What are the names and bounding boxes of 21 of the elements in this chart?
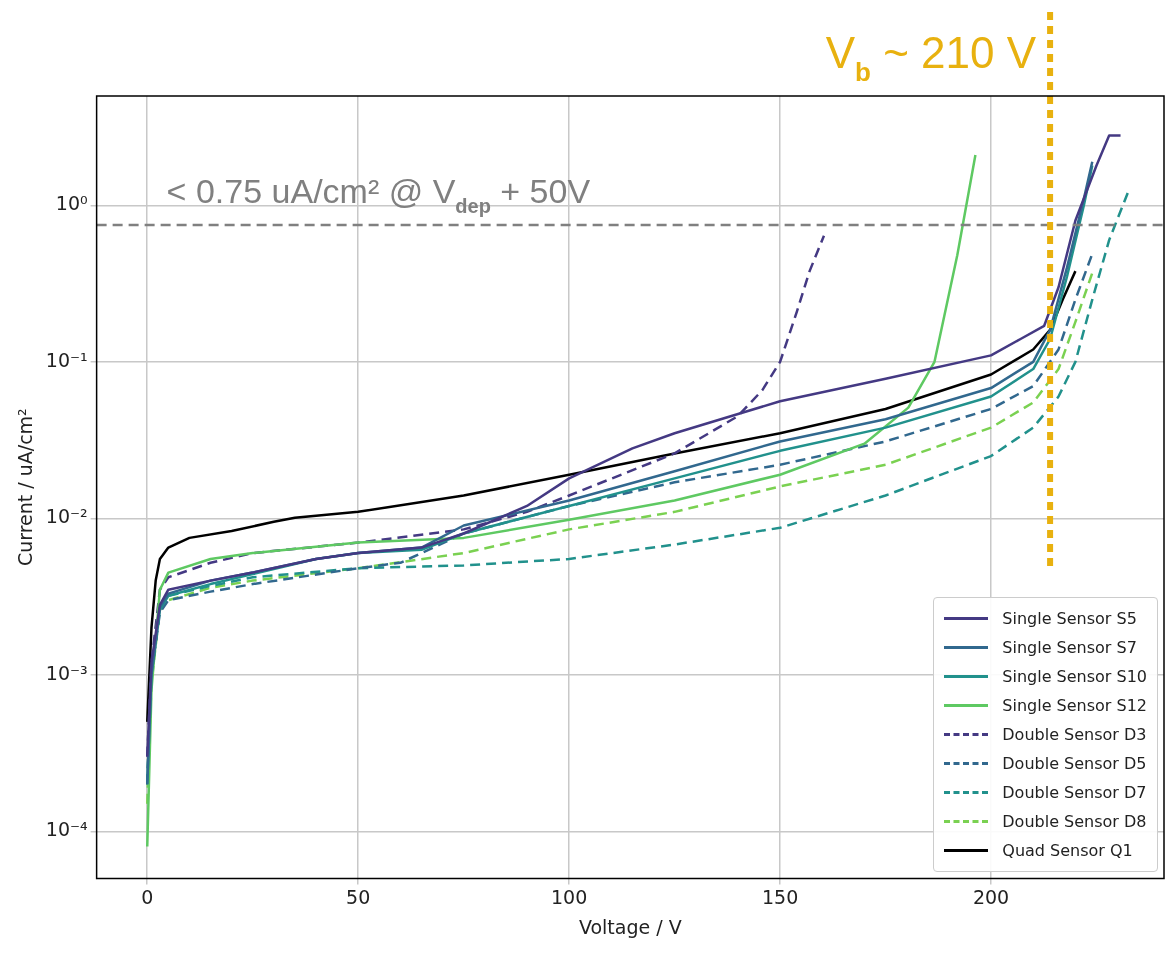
- x-axis-title: Voltage / V: [578, 915, 682, 938]
- legend-label: Single Sensor S7: [1002, 638, 1137, 658]
- legend-label: Double Sensor D5: [1002, 754, 1147, 774]
- y-tick-label: 10⁰: [55, 192, 88, 215]
- legend-label: Single Sensor S10: [1002, 667, 1147, 687]
- legend-label: Single Sensor S12: [1002, 696, 1147, 716]
- legend-label: Double Sensor D8: [1002, 812, 1147, 832]
- y-tick-label: 10⁻³: [45, 661, 88, 684]
- x-tick-label: 0: [141, 885, 154, 908]
- x-tick-label: 100: [551, 885, 588, 908]
- y-tick-label: 10⁻⁴: [45, 818, 88, 841]
- y-tick-label: 10⁻²: [45, 505, 88, 528]
- legend-label: Quad Sensor Q1: [1002, 841, 1133, 861]
- x-tick-label: 50: [346, 885, 371, 908]
- legend-label: Double Sensor D7: [1002, 783, 1147, 803]
- x-tick-label: 200: [972, 885, 1010, 908]
- legend-label: Double Sensor D3: [1002, 725, 1147, 745]
- x-tick-label: 150: [761, 885, 799, 908]
- y-tick-label: 10⁻¹: [45, 348, 88, 371]
- legend-label: Single Sensor S5: [1002, 609, 1137, 629]
- y-axis-title: Current / uA/cm²: [14, 408, 37, 567]
